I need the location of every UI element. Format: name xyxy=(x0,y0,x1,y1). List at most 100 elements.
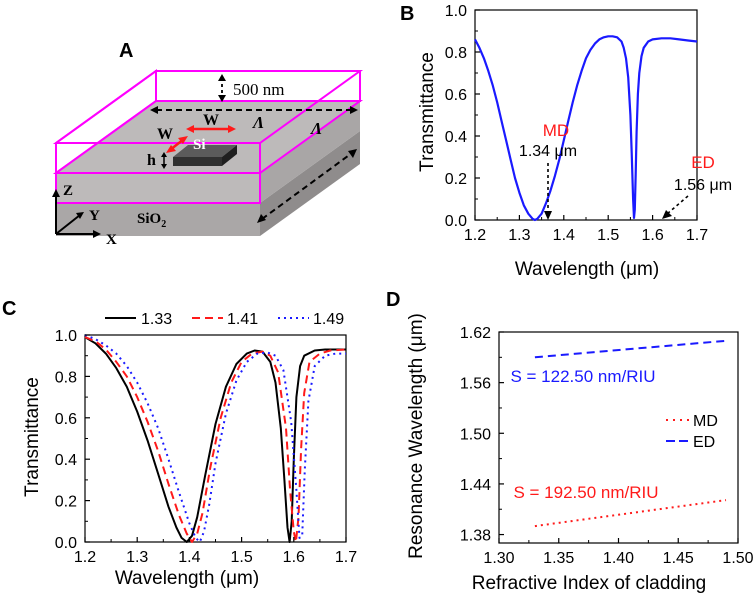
x-tick-label: 1.50 xyxy=(722,550,753,567)
y-tick-label: 1.62 xyxy=(460,325,491,342)
panel-d-legend: MD ED xyxy=(666,413,718,451)
x-tick-label: 1.5 xyxy=(597,227,619,244)
y-tick-label: 0.8 xyxy=(445,45,467,62)
x-tick-label: 1.45 xyxy=(663,550,694,567)
md-sensitivity-annotation: S = 192.50 nm/RIU xyxy=(513,483,658,502)
panel-b-x-axis-label: Wavelength (μm) xyxy=(515,259,659,280)
x-tick-label: 1.6 xyxy=(641,227,663,244)
thickness-arrow-head-up xyxy=(218,74,226,81)
height-arrow-head-down xyxy=(161,164,167,169)
y-tick-label: 0.2 xyxy=(55,494,77,511)
panel-c-ticks: 1.2 1.3 1.4 1.5 1.6 1.7 0.0 0.2 0.4 0.6 0.8 1.0 xyxy=(55,328,357,566)
panel-b-plot-area xyxy=(474,35,698,222)
si-label: Si xyxy=(193,137,206,153)
x-tick-label: 1.40 xyxy=(603,550,634,567)
legend-label-133: 1.33 xyxy=(141,311,172,328)
depth-arrow-head-right xyxy=(178,136,188,144)
si-block-front xyxy=(173,157,222,166)
panel-d-y-axis-label: Resonance Wavelength (μm) xyxy=(406,313,427,559)
panel-d-ticks: 1.30 1.35 1.40 1.45 1.50 1.38 1.44 1.50 1.56 1.62 xyxy=(460,325,754,567)
thickness-arrow-head-down xyxy=(218,95,226,102)
panel-b-y-axis-label: Transmittance xyxy=(417,52,438,172)
panel-a-schematic: A Si W W h Λ xyxy=(52,40,364,248)
substrate-front-face xyxy=(56,203,260,236)
period-arrow-x-head-left xyxy=(150,106,158,114)
x-axis-label: X xyxy=(106,232,117,248)
y-tick-label: 1.0 xyxy=(55,328,77,345)
panel-d-x-axis-label: Refractive Index of cladding xyxy=(472,573,706,594)
width-label-top: W xyxy=(203,112,219,129)
panel-c-legend: 1.33 1.41 1.49 xyxy=(105,311,344,328)
y-tick-label: 0.0 xyxy=(445,213,467,230)
depth-arrow-head-left xyxy=(166,145,176,153)
substrate-label: SiO2 xyxy=(137,211,166,230)
series-line-1-41 xyxy=(84,336,347,543)
period-label-x: Λ xyxy=(252,113,264,132)
series-line-1-49 xyxy=(84,334,346,543)
x-tick-label: 1.4 xyxy=(178,549,200,566)
y-axis-head xyxy=(76,212,84,219)
md-annotation-label: MD xyxy=(543,121,569,140)
period-arrow-x-head-right xyxy=(350,106,358,114)
legend-label-149: 1.49 xyxy=(313,311,344,328)
x-axis-head xyxy=(93,230,101,238)
y-tick-label: 1.56 xyxy=(460,376,491,393)
legend-label-ed: ED xyxy=(693,434,715,451)
panel-a-letter: A xyxy=(119,40,133,62)
y-tick-label: 1.50 xyxy=(460,426,491,443)
y-tick-label: 0.2 xyxy=(445,171,467,188)
panel-c-x-axis-label: Wavelength (μm) xyxy=(115,568,259,589)
legend-label-141: 1.41 xyxy=(227,311,258,328)
substrate-label-subscript: 2 xyxy=(161,219,166,230)
panel-c-y-axis-label: Transmittance xyxy=(22,377,43,497)
panel-c-chart: C 1.2 1.3 1.4 1.5 1.6 1.7 0.0 0.2 0.4 0.6 0.8 1.0 W… xyxy=(2,298,357,589)
ed-annotation-arrow xyxy=(666,195,689,215)
y-tick-label: 1.38 xyxy=(460,528,491,545)
x-tick-label: 1.3 xyxy=(508,227,530,244)
panel-b-axes-box xyxy=(474,9,698,221)
substrate-side-face xyxy=(260,131,360,236)
z-axis-label: Z xyxy=(63,183,73,199)
width-arrow-head-right xyxy=(228,125,236,133)
y-tick-label: 1.0 xyxy=(445,3,467,20)
period-arrow-y-head-low xyxy=(257,214,266,223)
y-axis-line xyxy=(55,214,81,235)
panel-b-frame xyxy=(474,9,698,221)
series-line-1-33 xyxy=(84,336,346,543)
ed-sensitivity-annotation: S = 122.50 nm/RIU xyxy=(510,367,655,386)
z-axis-head xyxy=(52,189,60,197)
x-tick-label: 1.3 xyxy=(126,549,148,566)
x-tick-label: 1.30 xyxy=(483,550,514,567)
ed-annotation-arrow-head xyxy=(662,210,672,219)
y-tick-label: 0.6 xyxy=(55,411,77,428)
y-tick-label: 0.6 xyxy=(445,87,467,104)
panel-c-plot-area xyxy=(84,334,347,543)
x-tick-label: 1.7 xyxy=(335,549,357,566)
height-arrow-head-up xyxy=(161,152,167,157)
y-tick-label: 0.0 xyxy=(55,535,77,552)
ed-annotation-label: ED xyxy=(691,153,715,172)
panel-b-ticks: 1.2 1.3 1.4 1.5 1.6 1.7 0.0 0.2 0.4 0.6 0.8 1.0 xyxy=(445,3,708,244)
md-annotation-value: 1.34 μm xyxy=(519,143,577,160)
panel-d-plot-area xyxy=(534,339,727,528)
si-block-top xyxy=(173,145,237,157)
period-label-y: Λ xyxy=(310,119,322,138)
x-tick-label: 1.6 xyxy=(283,549,305,566)
width-arrow-head-left xyxy=(186,125,194,133)
panel-d-chart: D 1.30 1.35 1.40 1.45 1.501.381.441.501.561.… xyxy=(386,289,754,594)
width-label-side: W xyxy=(157,126,173,143)
panel-b-chart: B 1.2 1.3 1.4 1.5 1.6 1.7 0.0 0.2 0.4 0.6 0.8 1.0 W… xyxy=(400,3,732,280)
y-tick-label: 0.4 xyxy=(445,129,467,146)
cladding-side-face xyxy=(260,101,360,203)
y-tick-label: 0.4 xyxy=(55,452,77,469)
series-line-md xyxy=(534,499,727,528)
x-tick-label: 1.2 xyxy=(464,227,486,244)
series-line-ed xyxy=(534,339,727,359)
cladding-front-face xyxy=(56,173,260,203)
y-tick-label: 1.44 xyxy=(460,477,491,494)
si-block-side xyxy=(222,145,237,166)
period-arrow-y xyxy=(261,152,353,220)
thickness-label: 500 nm xyxy=(233,80,284,99)
series-line-transmittance xyxy=(474,35,698,222)
